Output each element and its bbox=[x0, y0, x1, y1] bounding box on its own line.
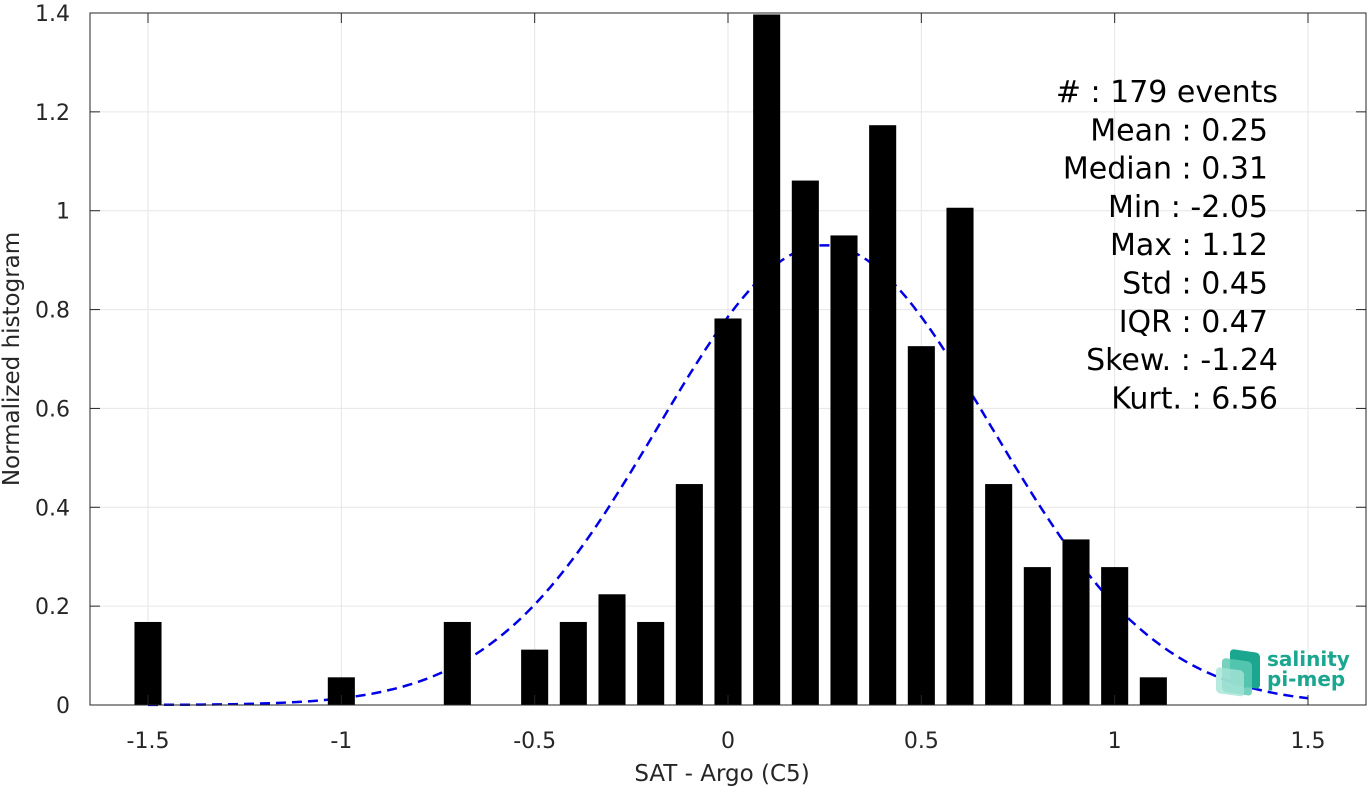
histogram-bars bbox=[134, 14, 1167, 706]
stats-line: Kurt. : 6.56 bbox=[1111, 381, 1278, 416]
stats-line: Mean : 0.25 bbox=[1090, 113, 1268, 148]
histogram-bar bbox=[1062, 539, 1090, 705]
histogram-bar bbox=[907, 346, 935, 705]
histogram-bar bbox=[946, 207, 974, 705]
x-tick-label: 1 bbox=[1108, 729, 1122, 754]
histogram-bar bbox=[753, 14, 781, 706]
y-tick-label: 1 bbox=[56, 200, 70, 225]
histogram-bar bbox=[1023, 567, 1051, 705]
histogram-bar bbox=[134, 621, 162, 705]
histogram-bar bbox=[598, 594, 626, 705]
y-tick-label: 0.4 bbox=[35, 496, 70, 521]
histogram-bar bbox=[1101, 567, 1129, 705]
salinity-pi-mep-logo: salinity pi-mep bbox=[1216, 647, 1350, 697]
stats-line: Std : 0.45 bbox=[1122, 267, 1268, 302]
histogram-bar bbox=[830, 235, 858, 705]
histogram-bar bbox=[675, 484, 703, 705]
x-tick-label: 0.5 bbox=[904, 729, 939, 754]
y-tick-label: 0 bbox=[56, 694, 70, 719]
y-axis-label: Normalized histogram bbox=[0, 232, 25, 486]
stats-line: Skew. : -1.24 bbox=[1086, 343, 1278, 378]
tick-labels: -1.5 -1 -0.5 0 0.5 1 1.5 0 0.2 0.4 0.6 0.8 1 1.2 1.4 bbox=[35, 2, 1326, 754]
histogram-bar bbox=[869, 125, 897, 705]
y-tick-label: 0.2 bbox=[35, 595, 70, 620]
logo-text-line1: salinity bbox=[1267, 647, 1350, 671]
stats-line: IQR : 0.47 bbox=[1119, 305, 1268, 340]
y-tick-label: 0.8 bbox=[35, 299, 70, 324]
x-axis-label: SAT - Argo (C5) bbox=[634, 761, 809, 787]
histogram-bar bbox=[714, 318, 742, 705]
y-tick-label: 0.6 bbox=[35, 397, 70, 422]
stats-line: Min : -2.05 bbox=[1108, 190, 1268, 225]
logo-icon bbox=[1216, 649, 1260, 697]
x-tick-label: 0 bbox=[721, 729, 735, 754]
histogram-bar bbox=[791, 180, 819, 705]
x-tick-label: -1.5 bbox=[127, 729, 170, 754]
x-tick-label: -0.5 bbox=[513, 729, 556, 754]
histogram-bar bbox=[1139, 677, 1167, 705]
y-tick-label: 1.4 bbox=[35, 2, 70, 27]
histogram-bar bbox=[985, 484, 1013, 705]
stats-line: Median : 0.31 bbox=[1063, 152, 1268, 187]
histogram-bar bbox=[559, 621, 587, 705]
histogram-bar bbox=[443, 621, 471, 705]
histogram-bar bbox=[637, 621, 665, 705]
axes-frame bbox=[89, 12, 1367, 706]
x-tick-label: 1.5 bbox=[1291, 729, 1326, 754]
x-tick-label: -1 bbox=[330, 729, 352, 754]
stats-line: # : 179 events bbox=[1056, 75, 1278, 110]
logo-text-line2: pi-mep bbox=[1267, 667, 1345, 691]
y-tick-label: 1.2 bbox=[35, 101, 70, 126]
stats-line: Max : 1.12 bbox=[1110, 228, 1268, 263]
